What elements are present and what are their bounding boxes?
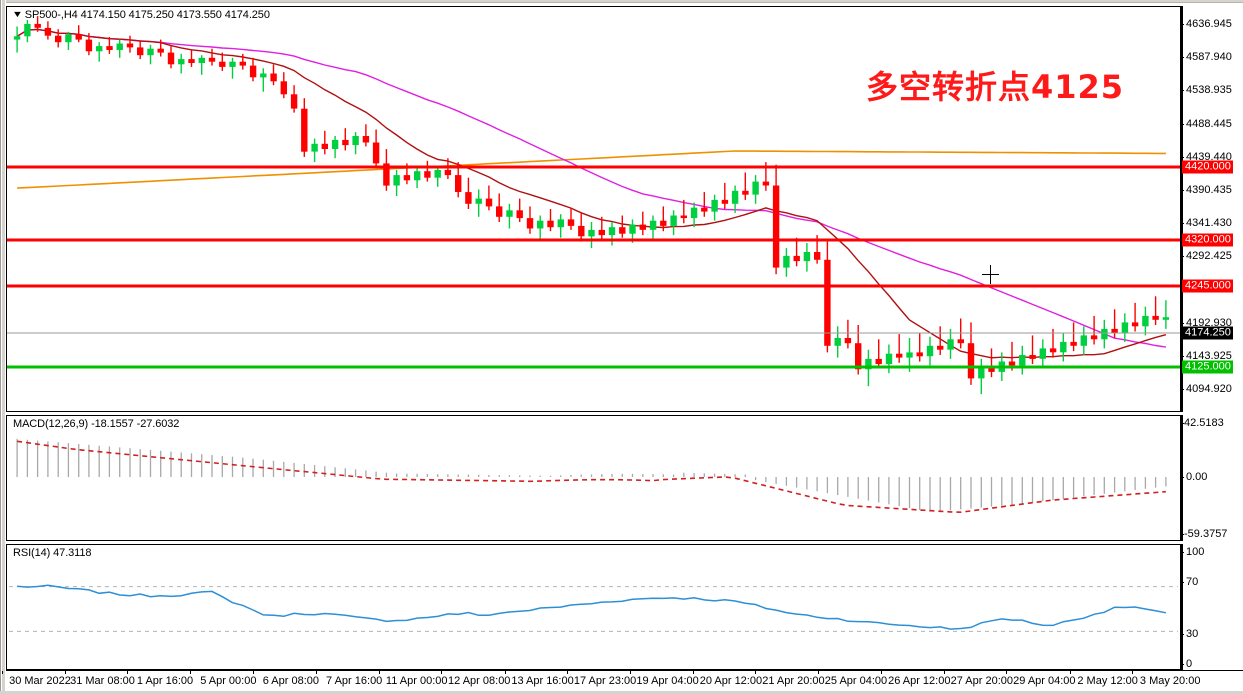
time-axis-tick: [1132, 671, 1134, 674]
triangle-down-icon[interactable]: ▼: [11, 9, 23, 19]
chart-annotation-text: 多空转折点4125: [866, 68, 1125, 106]
time-axis-label: 19 Apr 04:00: [636, 675, 699, 687]
macd-pane-header: MACD(12,26,9) -18.1557 -27.6032: [13, 418, 180, 430]
time-axis-tick: [1069, 671, 1071, 674]
time-axis-tick: [755, 671, 757, 674]
price-pane-header: ▼ SP500-,H4 4174.150 4175.250 4173.550 4…: [11, 9, 270, 21]
rsi-axis-line: [1181, 544, 1183, 670]
macd-axis-tick: 0.00: [1181, 471, 1207, 483]
time-axis-label: 12 Apr 08:00: [448, 675, 511, 687]
price-axis-tick: 4488.445: [1181, 118, 1232, 130]
macd-axis-scale[interactable]: 42.5183 0.00 -59.3757: [1181, 415, 1243, 541]
rsi-pane[interactable]: RSI(14) 47.3118: [6, 544, 1181, 670]
price-axis-tick: 4587.940: [1181, 51, 1232, 63]
time-axis-label: 2 May 12:00: [1077, 675, 1138, 687]
price-axis-tick: 4538.935: [1181, 84, 1232, 96]
time-axis-tick: [504, 671, 506, 674]
time-axis-tick: [127, 671, 129, 674]
time-axis-label: 20 Apr 12:00: [699, 675, 763, 687]
price-axis-scale[interactable]: 4636.945 4587.940 4538.935 4488.445 4439.440…: [1181, 6, 1243, 428]
rsi-pane-header: RSI(14) 47.3118: [13, 547, 92, 559]
price-axis-tick: 4292.425: [1181, 250, 1232, 262]
rsi-axis-scale[interactable]: 100 70 30 0: [1181, 544, 1243, 670]
price-chart-pane[interactable]: ▼ SP500-,H4 4174.150 4175.250 4173.550 4…: [6, 6, 1181, 412]
time-axis-label: 1 Apr 16:00: [136, 675, 194, 687]
macd-axis-tick: 42.5183: [1181, 417, 1224, 429]
time-axis-tick: [64, 671, 66, 674]
macd-axis-line: [1181, 415, 1183, 541]
price-axis-tick: 4341.430: [1181, 217, 1232, 229]
price-level-tag-resistance-4320[interactable]: 4320.000: [1182, 233, 1233, 247]
time-axis-tick: [1006, 671, 1008, 674]
price-candlestick-svg: [7, 16, 1180, 395]
time-axis-label: 31 Mar 08:00: [70, 675, 135, 687]
price-level-tag-support-4125[interactable]: 4125.000: [1182, 360, 1233, 374]
time-axis-label: 5 Apr 00:00: [200, 675, 257, 687]
time-axis-tick: [567, 671, 569, 674]
time-axis-tick: [629, 671, 631, 674]
time-axis-label: 6 Apr 08:00: [262, 675, 319, 687]
time-axis-tick: [252, 671, 254, 674]
macd-svg: [16, 438, 1167, 514]
macd-axis-tick: -59.3757: [1181, 528, 1227, 540]
time-axis-label: 13 Apr 16:00: [511, 675, 574, 687]
price-axis-tick: 4143.925: [1181, 350, 1232, 362]
rsi-axis-tick: 70: [1181, 576, 1198, 588]
rsi-svg: [9, 584, 1178, 632]
macd-pane[interactable]: MACD(12,26,9) -18.1557 -27.6032: [6, 415, 1181, 541]
rsi-axis-tick: 0: [1181, 658, 1192, 670]
time-axis-label: 7 Apr 16:00: [326, 675, 383, 687]
price-plot-area[interactable]: [7, 7, 1180, 411]
time-axis-label: 29 Apr 04:00: [1013, 675, 1076, 687]
time-axis-tick: [943, 671, 945, 674]
window-bottom-border: [0, 691, 1243, 694]
time-axis-label: 27 Apr 20:00: [950, 675, 1013, 687]
time-axis-label: 30 Mar 2022: [9, 675, 71, 687]
time-axis-label: 25 Apr 04:00: [824, 675, 888, 687]
time-axis-tick: [378, 671, 380, 674]
price-axis-tick: 4094.920: [1181, 383, 1232, 395]
time-axis-label: 11 Apr 00:00: [385, 675, 448, 687]
time-axis-tick: [1, 671, 3, 674]
time-axis-tick: [692, 671, 694, 674]
crosshair-horizontal: [982, 274, 999, 275]
time-axis[interactable]: 30 Mar 2022 31 Mar 08:00 1 Apr 16:00 5 Apr …: [1, 670, 1243, 691]
time-axis-label: 26 Apr 12:00: [888, 675, 951, 687]
window-top-border: [0, 0, 1243, 3]
time-axis-tick: [817, 671, 819, 674]
price-pane-header-text: SP500-,H4 4174.150 4175.250 4173.550 417…: [24, 9, 270, 21]
time-axis-tick: [190, 671, 192, 674]
price-level-tag-last-price-4174[interactable]: 4174.250: [1182, 326, 1233, 340]
time-axis-tick: [316, 671, 318, 674]
price-axis-tick: 4192.930: [1181, 317, 1232, 329]
price-level-tag-resistance-4420[interactable]: 4420.000: [1182, 160, 1233, 174]
time-axis-tick: [881, 671, 883, 674]
price-level-tag-resistance-4245[interactable]: 4245.000: [1182, 279, 1233, 293]
time-axis-label: 17 Apr 23:00: [573, 675, 637, 687]
price-axis-tick: 4439.440: [1181, 151, 1232, 163]
time-axis-label: 21 Apr 20:00: [762, 675, 825, 687]
rsi-axis-tick: 30: [1181, 628, 1198, 640]
window-left-border: [0, 0, 6, 694]
time-axis-tick: [441, 671, 443, 674]
price-axis-line: [1181, 6, 1183, 412]
price-axis-tick: 4390.435: [1181, 184, 1232, 196]
macd-plot-area[interactable]: [7, 416, 1180, 540]
rsi-plot-area[interactable]: [7, 545, 1180, 669]
price-axis-tick: 4636.945: [1181, 18, 1232, 30]
time-axis-label: 3 May 20:00: [1139, 675, 1201, 687]
rsi-axis-tick: 100: [1181, 546, 1204, 558]
